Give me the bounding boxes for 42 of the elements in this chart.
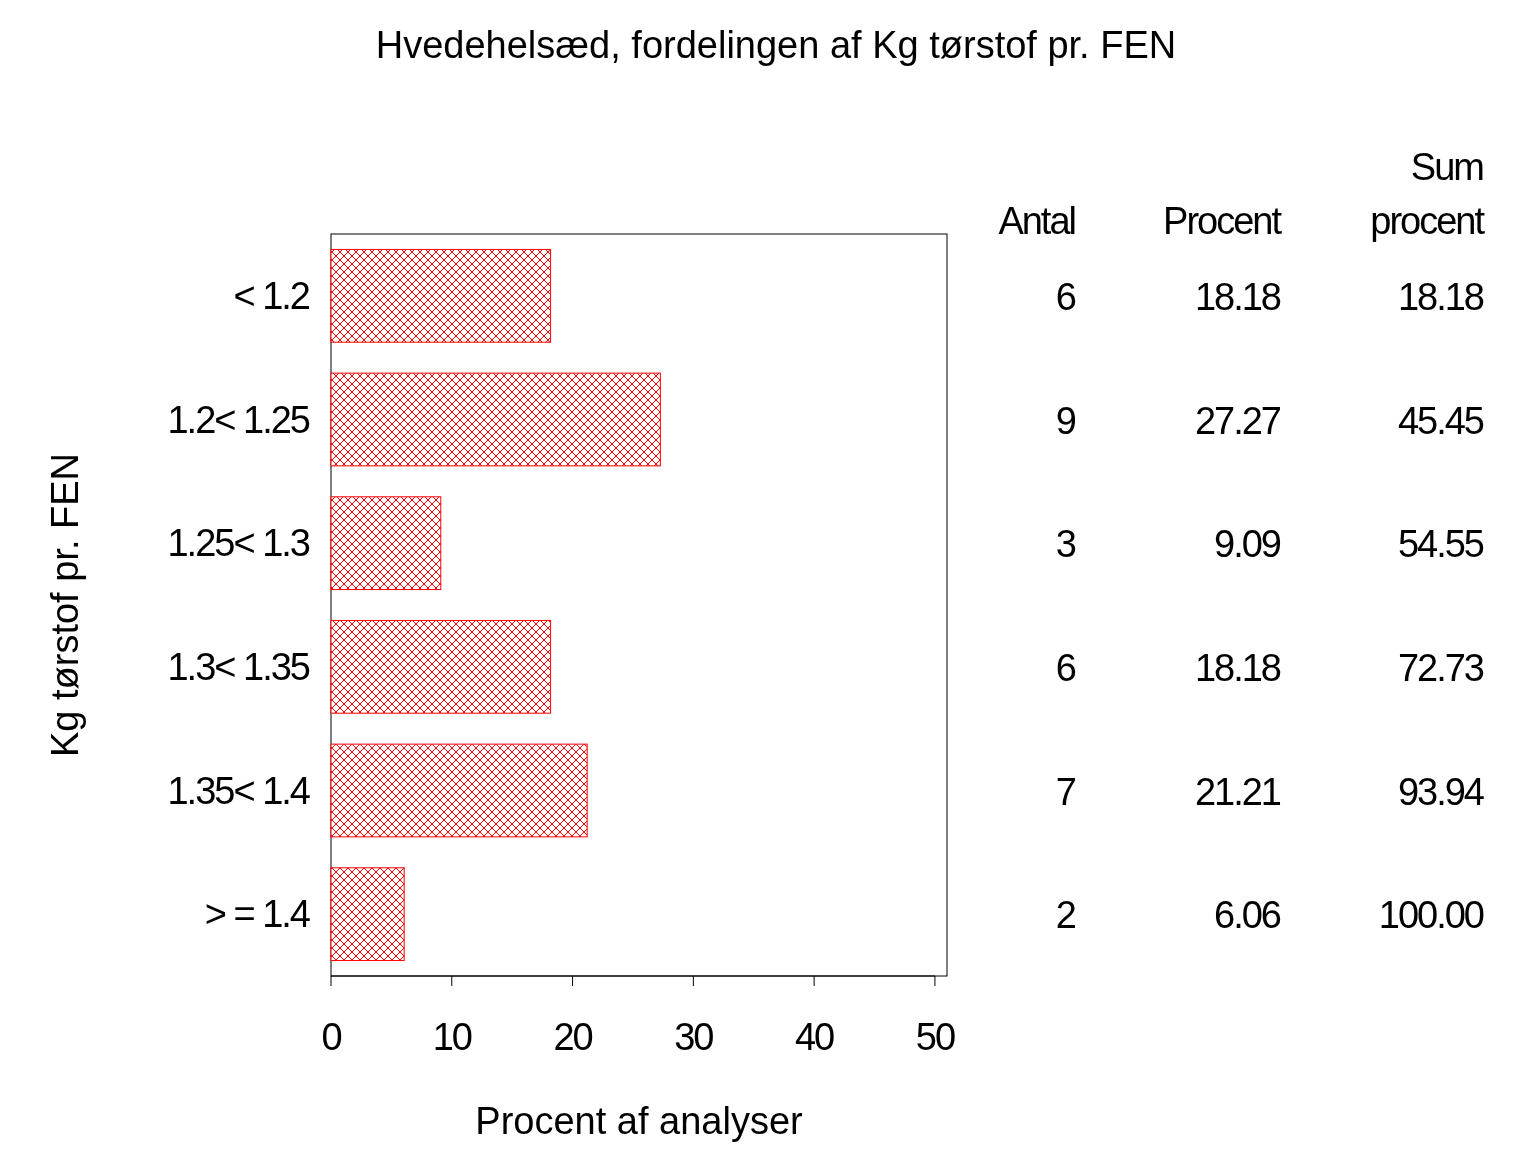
bar (330, 619, 552, 714)
x-tick-label: 10 (432, 1016, 472, 1058)
text: 2 (1055, 894, 1076, 937)
text: 3 (1055, 523, 1076, 566)
x-tick-label: 0 (321, 1016, 342, 1058)
text: 72.73 (1397, 646, 1484, 689)
text: 54.55 (1397, 523, 1484, 566)
y-tick-label: 1.25< 1.3 (167, 522, 310, 565)
data-label: 6.06 (1214, 894, 1281, 937)
x-tick-label: 30 (674, 1016, 714, 1058)
text: Sum procent (1370, 146, 1486, 242)
y-tick-label: 1.2< 1.25 (167, 398, 310, 441)
bar (330, 867, 405, 962)
text: 100.00 (1378, 894, 1484, 937)
x-tick-label: 20 (553, 1016, 593, 1058)
x-tick-label: 40 (795, 1016, 835, 1058)
bar (330, 372, 661, 467)
text: 9 (1055, 399, 1076, 442)
y-axis-title: Kg tørstof pr. FEN (44, 452, 86, 758)
data-label: 21.21 (1194, 770, 1281, 813)
y-tick-label: 1.3< 1.35 (167, 645, 310, 688)
bar (330, 248, 552, 343)
chart-title: Hvedehelsæd, fordelingen af Kg tørstof pr. FEN (375, 24, 1177, 66)
text: 7 (1055, 770, 1076, 813)
data-label: 9.09 (1214, 523, 1281, 566)
y-tick-label: < 1.2 (233, 274, 310, 317)
y-tick-label: 1.35< 1.4 (167, 769, 311, 812)
x-axis-title: Procent af analyser (475, 1100, 804, 1142)
text: 6 (1055, 275, 1076, 318)
text: Procent (1163, 200, 1283, 242)
text: Antal (998, 200, 1075, 242)
x-tick-label: 50 (915, 1016, 955, 1058)
text: 45.45 (1397, 399, 1484, 442)
data-label: 27.27 (1194, 399, 1281, 442)
data-label: 18.18 (1194, 275, 1281, 318)
text: 18.18 (1397, 275, 1484, 318)
bar (330, 496, 442, 591)
y-tick-label: > = 1.4 (204, 893, 311, 936)
text: 6 (1055, 646, 1076, 689)
bar (330, 743, 588, 838)
data-label: 18.18 (1194, 646, 1281, 689)
text: 93.94 (1397, 770, 1485, 813)
